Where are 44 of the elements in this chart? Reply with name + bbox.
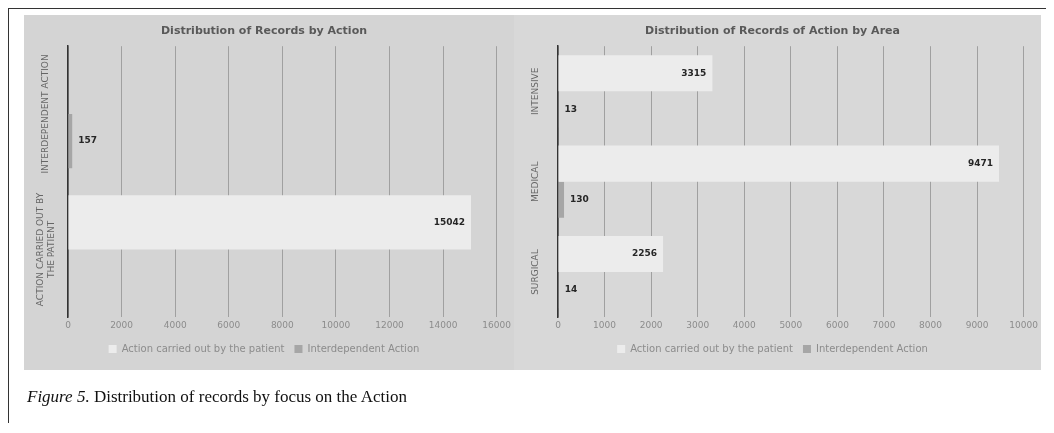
legend-label: Interdependent Action	[307, 342, 420, 354]
x-tick-label: 7000	[872, 319, 896, 330]
x-tick-label: 8000	[270, 319, 295, 330]
x-tick-label: 10000	[1009, 319, 1039, 330]
data-label: 3315	[681, 67, 707, 78]
data-label: 15042	[433, 216, 466, 227]
y-tick-label: MEDICAL	[530, 161, 541, 202]
bar	[558, 55, 713, 92]
chart-title: Distribution of Records by Action	[160, 24, 368, 38]
legend-label: Action carried out by the patient	[630, 342, 794, 354]
data-label: 9471	[967, 157, 994, 168]
legend-label: Action carried out by the patient	[121, 342, 285, 354]
y-tick-label: INTERDEPENDENT ACTION	[40, 54, 51, 174]
x-tick-label: 2000	[639, 319, 663, 330]
x-tick-label: 12000	[375, 319, 405, 330]
x-tick-label: 6000	[825, 319, 850, 330]
legend-label: Interdependent Action	[815, 342, 928, 354]
data-label: 157	[78, 135, 97, 146]
x-tick-label: 6000	[217, 319, 241, 330]
bar	[558, 235, 664, 273]
x-tick-label: 16000	[482, 319, 512, 330]
data-label: 2256	[632, 248, 658, 259]
y-tick-label: SURGICAL	[530, 249, 541, 295]
x-tick-label: 8000	[919, 319, 943, 330]
bar	[558, 181, 565, 218]
x-tick-label: 1000	[593, 319, 617, 330]
y-tick-label: INTENSIVE	[530, 67, 541, 116]
data-label: 13	[564, 103, 578, 114]
data-label: 130	[570, 194, 589, 205]
x-tick-label: 0	[555, 319, 562, 330]
x-tick-label: 4000	[732, 319, 756, 330]
x-tick-label: 3000	[686, 319, 710, 330]
chart-title: Distribution of Records of Action by Area	[645, 24, 900, 38]
x-tick-label: 4000	[163, 319, 187, 330]
x-tick-label: 2000	[110, 319, 134, 330]
y-tick-label: ACTION CARRIED OUT BY THE PATIENT	[34, 192, 56, 307]
data-label: 14	[564, 284, 578, 295]
x-tick-label: 0	[65, 319, 72, 330]
x-tick-label: 5000	[779, 319, 803, 330]
x-tick-label: 10000	[321, 319, 351, 330]
bar	[558, 145, 1000, 182]
x-tick-label: 9000	[965, 319, 989, 330]
caption: Figure 5. Distribution of records by focus on the Action	[27, 387, 407, 406]
x-tick-label: 14000	[428, 319, 458, 330]
